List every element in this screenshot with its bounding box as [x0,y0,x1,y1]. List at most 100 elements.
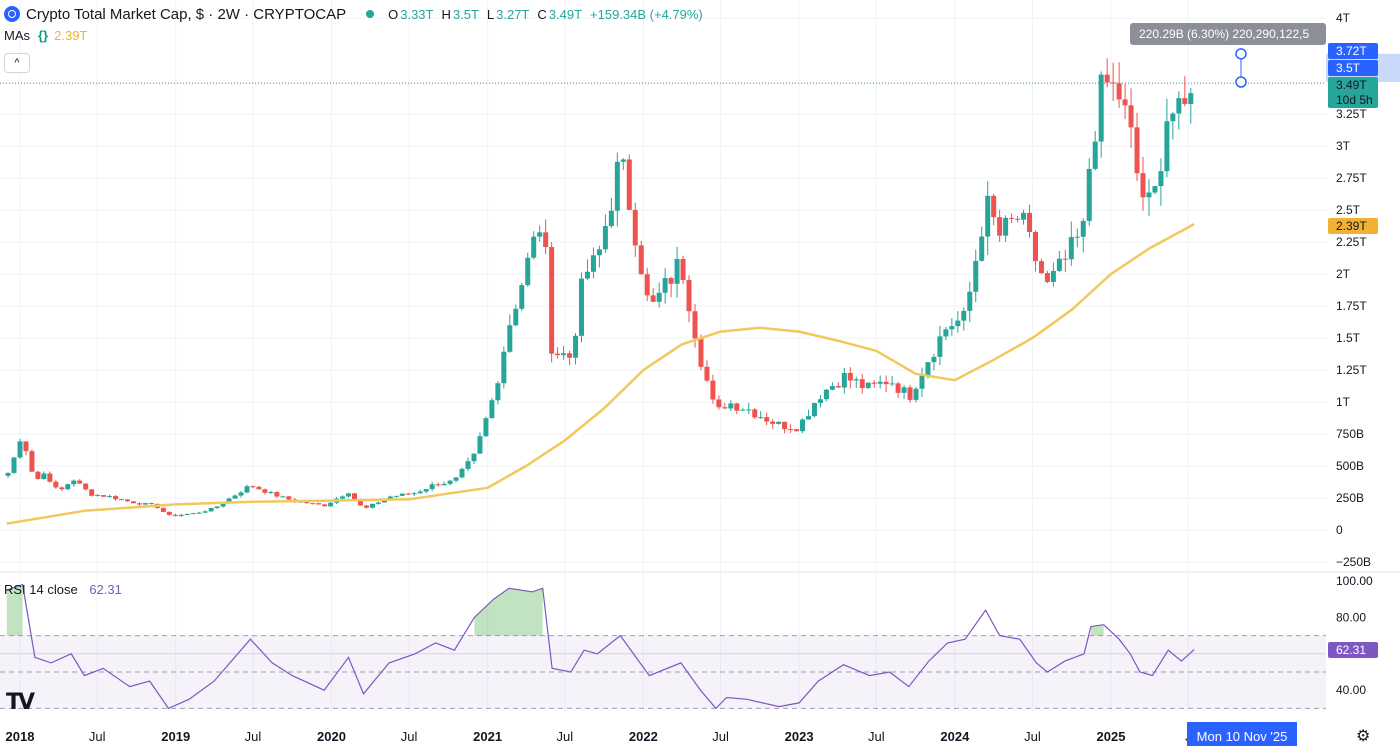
last-price-badge: 10d 5h [1336,93,1373,107]
tradingview-logo[interactable]: TV [6,690,35,715]
candle-body [310,503,316,505]
candle-body [925,362,931,376]
candle-body [471,453,477,462]
candle-body [913,388,919,400]
candle-body [1068,237,1074,260]
price-axis-label: 2.5T [1336,203,1361,217]
candle-body [555,353,561,356]
candle-body [393,495,399,497]
candle-body [919,375,925,389]
time-axis-label: Jul [712,729,729,744]
candle-body [1170,113,1176,122]
candle-body [1074,236,1080,238]
candle-body [662,277,668,293]
candle-body [764,417,770,422]
rsi-legend[interactable]: RSI 14 close 62.31 [4,582,122,597]
candle-body [590,255,596,272]
price-axis-label: 2.25T [1336,235,1367,249]
candle-body [979,236,985,261]
time-axis-label: Jul [401,729,418,744]
price-axis-label: 1.5T [1336,331,1361,345]
price-axis-label: 2.75T [1336,171,1367,185]
candle-body [89,489,95,496]
candle-body [1062,258,1068,260]
candle-body [937,336,943,357]
candle-body [441,483,447,486]
candle-body [172,514,178,516]
candle-body [35,471,41,480]
candle-body [859,379,865,388]
rsi-value: 62.31 [89,582,122,597]
last-price-badge-bg [1328,77,1378,108]
candle-body [262,489,268,493]
candle-body [668,277,674,284]
candle-body [483,418,489,437]
crypto-symbol-icon [4,6,20,22]
candle-body [740,409,746,411]
candle-body [501,351,507,384]
rsi-axis-label: 80.00 [1336,610,1366,624]
time-axis-label: 2025 [1097,729,1126,744]
candle-body [1056,258,1062,271]
candle-body [346,493,352,497]
rsi-axis-label: 100.00 [1336,574,1373,588]
candle-body [656,292,662,302]
candle-body [184,513,190,515]
candle-body [931,356,937,363]
candle-body [692,311,698,339]
candle-body [322,504,328,507]
candle-body [274,492,280,497]
rsi-overbought-fill [1090,624,1104,636]
ma-settings-icon[interactable]: {} [38,28,49,43]
candle-body [949,326,955,330]
candle-body [1009,217,1015,219]
chart-header: Crypto Total Market Cap, $ · 2W · CRYPTO… [4,4,703,24]
high-label: H [441,6,451,22]
measure-handle-bottom [1235,76,1247,88]
candle-body [1044,273,1050,282]
candle-body [256,486,262,490]
close-label: C [537,6,547,22]
candle-body [101,495,107,497]
candle-body [847,372,853,381]
candle-body [238,492,244,496]
candle-body [1086,168,1092,221]
ma-value: 2.39T [54,28,88,43]
chart-title[interactable]: Crypto Total Market Cap, $ · 2W · CRYPTO… [26,5,347,23]
candle-body [1098,74,1104,142]
candle-body [178,514,184,516]
candle-body [513,308,519,326]
ma-legend[interactable]: MAs {} 2.39T [4,28,87,43]
candle-body [1050,270,1056,282]
candle-body [202,511,208,513]
chart-settings-gear-icon[interactable]: ⚙ [1356,728,1371,745]
candle-body [567,353,573,358]
time-axis-label: 2018 [6,729,35,744]
rsi-overbought-fill [6,584,23,636]
low-label: L [486,6,495,22]
candle-body [465,461,471,469]
price-axis-label: 1T [1336,395,1351,409]
measure-top-badge-bg [1328,43,1378,59]
crosshair-date-bg [1187,722,1297,746]
candle-body [17,441,23,458]
candle-body [650,295,656,302]
candle-body [579,278,585,336]
close-value: 3.49T [548,6,583,22]
candle-body [549,247,555,354]
time-axis-label: 2019 [161,729,190,744]
time-axis-label: Jul [557,729,574,744]
candle-body [142,503,148,505]
candle-body [65,484,71,490]
candle-body [734,403,740,411]
candle-body [638,245,644,275]
collapse-legend-button[interactable]: ^ [4,53,30,73]
candle-body [1032,231,1038,262]
candle-body [525,257,531,286]
candle-body [758,417,764,419]
candle-body [1027,212,1033,232]
market-status-dot-icon [366,10,375,18]
candle-body [214,506,220,508]
candle-body [997,217,1003,236]
